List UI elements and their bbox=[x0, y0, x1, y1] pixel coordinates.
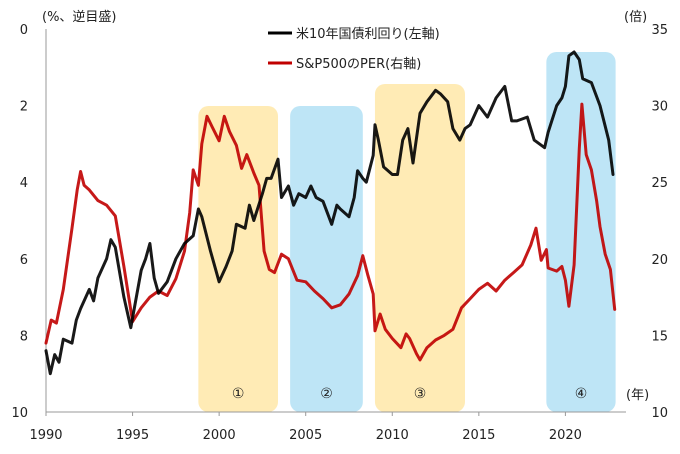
shaded-periods: ① ② ③ ④ bbox=[198, 52, 616, 412]
left-tick-label: 8 bbox=[20, 329, 28, 344]
legend-label-2: S&P500のPER(右軸) bbox=[296, 57, 421, 72]
shaded-period-4 bbox=[546, 52, 616, 412]
left-tick-label: 2 bbox=[20, 100, 28, 115]
legend-label-1: 米10年国債利回り(左軸) bbox=[296, 27, 440, 42]
period-label-1: ① bbox=[232, 386, 245, 402]
right-tick-label: 15 bbox=[651, 329, 668, 344]
legend: 米10年国債利回り(左軸) S&P500のPER(右軸) bbox=[268, 27, 440, 72]
series-line-us10y-yield bbox=[44, 50, 615, 376]
x-tick-label: 2020 bbox=[549, 428, 582, 443]
left-tick-label: 0 bbox=[20, 23, 28, 38]
period-label-2: ② bbox=[320, 386, 333, 402]
x-tick-label: 2005 bbox=[289, 428, 322, 443]
shaded-period-2 bbox=[290, 106, 363, 412]
left-axis-unit-label: (%、逆目盛) bbox=[42, 9, 117, 25]
shaded-period-3 bbox=[374, 84, 465, 412]
right-tick-label: 35 bbox=[651, 23, 668, 38]
x-axis-unit-label: (年) bbox=[626, 388, 649, 403]
data-series bbox=[44, 50, 617, 376]
right-axis-unit-label: (倍) bbox=[624, 10, 647, 25]
right-tick-label: 25 bbox=[651, 176, 668, 191]
period-label-3: ③ bbox=[414, 386, 427, 402]
period-label-4: ④ bbox=[575, 386, 588, 402]
x-tick-label: 2000 bbox=[203, 428, 236, 443]
series-line-sp500-per bbox=[44, 102, 617, 362]
x-tick-label: 1995 bbox=[116, 428, 149, 443]
x-tick-label: 2010 bbox=[376, 428, 409, 443]
right-tick-label: 20 bbox=[651, 253, 668, 268]
left-tick-label: 6 bbox=[20, 253, 28, 268]
right-tick-label: 10 bbox=[651, 406, 668, 421]
x-tick-label: 1990 bbox=[29, 428, 62, 443]
x-tick-label: 2015 bbox=[462, 428, 495, 443]
right-tick-label: 30 bbox=[651, 100, 668, 115]
left-tick-label: 4 bbox=[20, 176, 28, 191]
left-tick-label: 10 bbox=[11, 406, 28, 421]
